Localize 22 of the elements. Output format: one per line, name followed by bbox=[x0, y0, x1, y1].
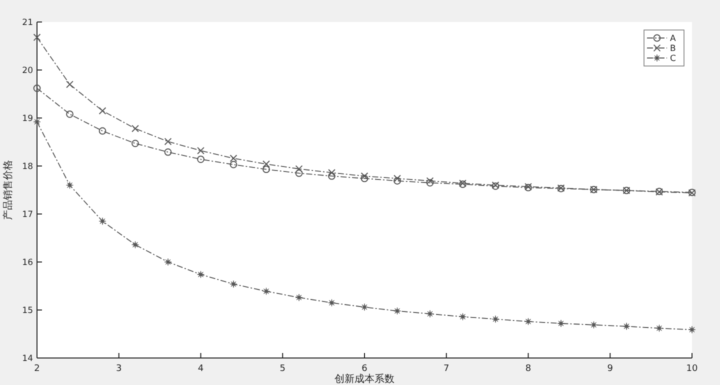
x-tick-label: 5 bbox=[280, 364, 286, 374]
x-tick-label: 3 bbox=[116, 364, 122, 374]
x-tick-label: 9 bbox=[607, 364, 614, 374]
y-tick-label: 14 bbox=[22, 354, 33, 364]
y-axis-title: 产品销售价格 bbox=[2, 160, 14, 220]
x-tick-label: 6 bbox=[362, 364, 368, 374]
x-tick-label: 2 bbox=[34, 364, 40, 374]
legend-label: B bbox=[670, 44, 676, 54]
legend-label: A bbox=[670, 34, 676, 44]
y-tick-label: 16 bbox=[22, 258, 33, 268]
y-tick-label: 19 bbox=[22, 114, 33, 124]
x-tick-label: 10 bbox=[686, 364, 698, 374]
y-tick-label: 17 bbox=[22, 210, 33, 220]
x-tick-label: 4 bbox=[198, 364, 204, 374]
y-tick-label: 18 bbox=[22, 162, 33, 172]
x-tick-label: 8 bbox=[525, 364, 532, 374]
y-tick-label: 21 bbox=[22, 18, 33, 28]
legend-label: C bbox=[670, 54, 676, 64]
y-tick-label: 15 bbox=[22, 306, 33, 316]
y-tick-label: 20 bbox=[22, 66, 33, 76]
x-tick-label: 7 bbox=[444, 364, 450, 374]
x-axis-title: 创新成本系数 bbox=[334, 373, 394, 385]
